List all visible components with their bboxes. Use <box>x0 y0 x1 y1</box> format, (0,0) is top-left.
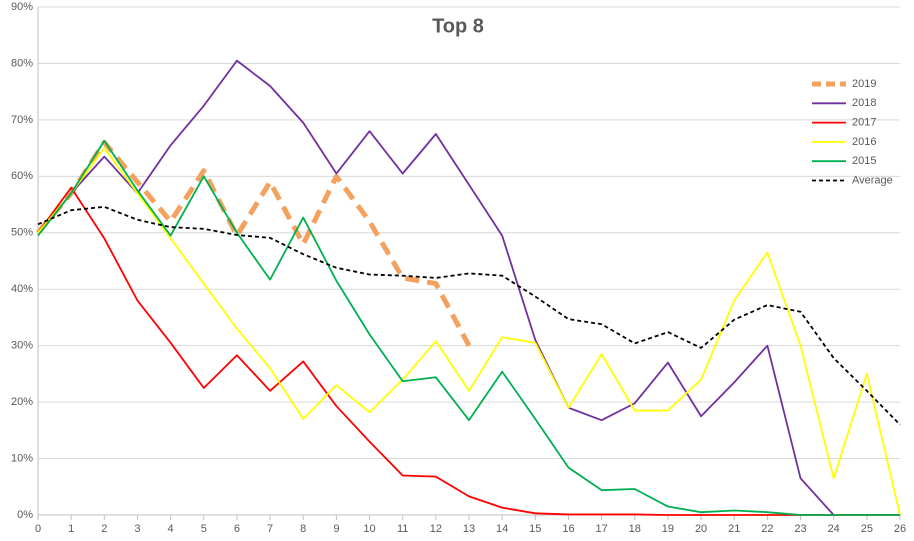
y-tick-label: 30% <box>11 340 33 352</box>
series-line <box>37 147 901 516</box>
x-tick-label: 21 <box>728 523 740 535</box>
x-tick-label: 5 <box>201 523 207 535</box>
x-tick-label: 17 <box>595 523 607 535</box>
series-line <box>37 59 835 516</box>
x-tick-label: 12 <box>430 523 442 535</box>
x-tick-label: 25 <box>861 523 873 535</box>
legend-label: Average <box>852 174 893 186</box>
x-tick-label: 1 <box>68 523 74 535</box>
x-tick-label: 3 <box>134 523 140 535</box>
series-line <box>37 205 901 426</box>
x-tick-label: 6 <box>234 523 240 535</box>
y-tick-label: 10% <box>11 452 33 464</box>
y-tick-label: 70% <box>11 114 33 126</box>
x-tick-label: 2 <box>101 523 107 535</box>
chart-title: Top 8 <box>432 15 484 37</box>
x-tick-label: 26 <box>894 523 906 535</box>
x-tick-label: 18 <box>629 523 641 535</box>
x-tick-label: 16 <box>562 523 574 535</box>
x-tick-label: 14 <box>496 523 508 535</box>
x-tick-label: 22 <box>761 523 773 535</box>
y-tick-label: 40% <box>11 283 33 295</box>
legend-label: 2019 <box>852 78 876 90</box>
x-tick-label: 24 <box>828 523 840 535</box>
x-tick-label: 10 <box>363 523 375 535</box>
x-tick-label: 13 <box>463 523 475 535</box>
x-tick-label: 9 <box>333 523 339 535</box>
x-tick-label: 8 <box>300 523 306 535</box>
y-tick-label: 20% <box>11 396 33 408</box>
x-tick-label: 23 <box>794 523 806 535</box>
y-tick-label: 50% <box>11 227 33 239</box>
x-tick-label: 15 <box>529 523 541 535</box>
y-tick-label: 90% <box>11 1 33 13</box>
x-tick-label: 4 <box>168 523 174 535</box>
series-line <box>37 139 900 516</box>
legend-label: 2015 <box>852 155 876 167</box>
legend-label: 2017 <box>852 117 876 129</box>
x-tick-label: 19 <box>662 523 674 535</box>
x-tick-label: 0 <box>35 523 41 535</box>
legend-label: 2018 <box>852 97 876 109</box>
series-line <box>37 186 900 516</box>
y-tick-label: 60% <box>11 170 33 182</box>
y-tick-label: 0% <box>17 509 33 521</box>
x-tick-label: 11 <box>397 523 408 535</box>
x-tick-label: 20 <box>695 523 707 535</box>
legend-label: 2016 <box>852 136 876 148</box>
x-tick-label: 7 <box>267 523 273 535</box>
y-tick-label: 80% <box>11 57 33 69</box>
